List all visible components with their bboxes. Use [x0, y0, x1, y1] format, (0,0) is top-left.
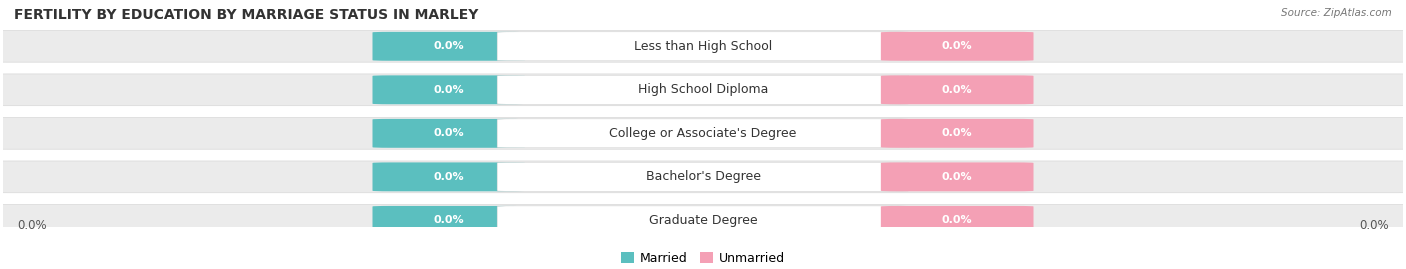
Text: 0.0%: 0.0%	[942, 172, 973, 182]
Text: Bachelor's Degree: Bachelor's Degree	[645, 170, 761, 183]
Text: FERTILITY BY EDUCATION BY MARRIAGE STATUS IN MARLEY: FERTILITY BY EDUCATION BY MARRIAGE STATU…	[14, 8, 478, 22]
Text: 0.0%: 0.0%	[1360, 219, 1389, 232]
Text: Graduate Degree: Graduate Degree	[648, 214, 758, 227]
FancyBboxPatch shape	[0, 118, 1406, 149]
FancyBboxPatch shape	[373, 206, 526, 235]
Text: 0.0%: 0.0%	[433, 215, 464, 225]
Text: High School Diploma: High School Diploma	[638, 83, 768, 96]
Text: 0.0%: 0.0%	[433, 172, 464, 182]
FancyBboxPatch shape	[0, 204, 1406, 236]
Text: 0.0%: 0.0%	[433, 85, 464, 95]
FancyBboxPatch shape	[880, 32, 1033, 61]
FancyBboxPatch shape	[880, 162, 1033, 191]
Text: 0.0%: 0.0%	[433, 41, 464, 51]
Text: 0.0%: 0.0%	[942, 215, 973, 225]
Text: 0.0%: 0.0%	[942, 85, 973, 95]
Legend: Married, Unmarried: Married, Unmarried	[616, 247, 790, 269]
Text: 0.0%: 0.0%	[942, 128, 973, 138]
FancyBboxPatch shape	[498, 206, 908, 235]
FancyBboxPatch shape	[373, 162, 526, 191]
FancyBboxPatch shape	[0, 161, 1406, 193]
Text: College or Associate's Degree: College or Associate's Degree	[609, 127, 797, 140]
FancyBboxPatch shape	[498, 162, 908, 191]
Text: 0.0%: 0.0%	[17, 219, 46, 232]
FancyBboxPatch shape	[880, 119, 1033, 148]
FancyBboxPatch shape	[373, 32, 526, 61]
Text: Source: ZipAtlas.com: Source: ZipAtlas.com	[1281, 8, 1392, 18]
FancyBboxPatch shape	[498, 119, 908, 148]
FancyBboxPatch shape	[373, 119, 526, 148]
FancyBboxPatch shape	[498, 75, 908, 104]
FancyBboxPatch shape	[498, 32, 908, 61]
Text: 0.0%: 0.0%	[942, 41, 973, 51]
FancyBboxPatch shape	[0, 30, 1406, 62]
Text: 0.0%: 0.0%	[433, 128, 464, 138]
FancyBboxPatch shape	[880, 75, 1033, 104]
Text: Less than High School: Less than High School	[634, 40, 772, 53]
FancyBboxPatch shape	[0, 74, 1406, 106]
FancyBboxPatch shape	[880, 206, 1033, 235]
FancyBboxPatch shape	[373, 75, 526, 104]
